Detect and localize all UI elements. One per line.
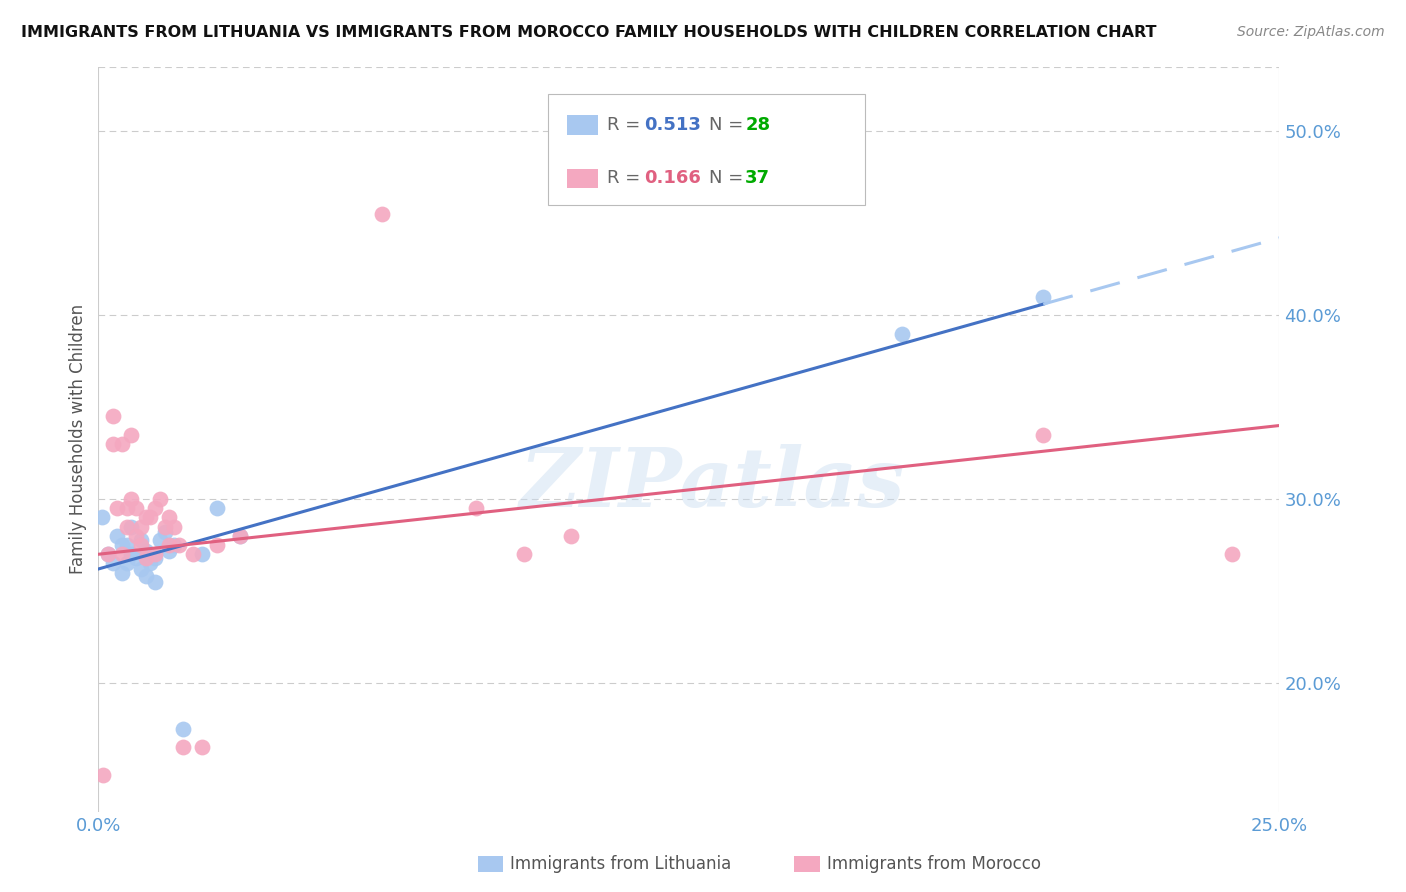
Text: 0.166: 0.166	[644, 169, 700, 187]
Text: Source: ZipAtlas.com: Source: ZipAtlas.com	[1237, 25, 1385, 39]
Text: Immigrants from Morocco: Immigrants from Morocco	[827, 855, 1040, 873]
Point	[105, 501, 128, 516]
Point	[205, 501, 228, 516]
Point	[115, 538, 138, 552]
Point	[129, 519, 152, 533]
Point	[191, 547, 214, 561]
Point	[111, 547, 134, 561]
Point	[125, 550, 148, 565]
Point	[172, 722, 194, 736]
Point	[111, 437, 134, 451]
Point	[890, 326, 912, 341]
Text: R =: R =	[607, 169, 647, 187]
Point	[153, 519, 176, 533]
Y-axis label: Family Households with Children: Family Households with Children	[69, 304, 87, 574]
Point	[101, 437, 124, 451]
Point	[135, 510, 157, 524]
Point	[115, 557, 138, 571]
Point	[371, 207, 394, 221]
Text: 37: 37	[745, 169, 770, 187]
Text: Immigrants from Lithuania: Immigrants from Lithuania	[510, 855, 731, 873]
Point	[560, 529, 582, 543]
Point	[157, 538, 180, 552]
Point	[139, 510, 162, 524]
Point	[167, 538, 190, 552]
Point	[121, 547, 143, 561]
Point	[157, 510, 180, 524]
Point	[101, 557, 124, 571]
Point	[125, 501, 148, 516]
Point	[1032, 290, 1054, 304]
Point	[115, 519, 138, 533]
Point	[1220, 547, 1243, 561]
Point	[115, 501, 138, 516]
Point	[135, 543, 157, 558]
Point	[157, 543, 180, 558]
Point	[121, 427, 143, 442]
Point	[153, 525, 176, 540]
Text: IMMIGRANTS FROM LITHUANIA VS IMMIGRANTS FROM MOROCCO FAMILY HOUSEHOLDS WITH CHIL: IMMIGRANTS FROM LITHUANIA VS IMMIGRANTS …	[21, 25, 1157, 40]
Point	[135, 569, 157, 583]
Point	[149, 492, 172, 507]
Point	[143, 550, 166, 565]
Point	[111, 566, 134, 580]
Point	[97, 547, 120, 561]
Text: ZIPatlas: ZIPatlas	[520, 444, 905, 524]
Point	[143, 574, 166, 589]
Point	[135, 550, 157, 565]
Point	[91, 510, 114, 524]
Point	[149, 533, 172, 547]
Text: N =: N =	[709, 169, 748, 187]
Point	[163, 538, 186, 552]
Point	[97, 547, 120, 561]
Point	[205, 538, 228, 552]
Point	[172, 740, 194, 755]
Point	[191, 740, 214, 755]
Point	[121, 519, 143, 533]
Point	[105, 529, 128, 543]
Point	[181, 547, 204, 561]
Point	[129, 538, 152, 552]
Text: 0.513: 0.513	[644, 116, 700, 134]
Point	[229, 529, 252, 543]
Point	[143, 501, 166, 516]
Point	[91, 768, 114, 782]
Text: 28: 28	[745, 116, 770, 134]
Point	[163, 519, 186, 533]
Point	[143, 547, 166, 561]
Point	[229, 529, 252, 543]
Point	[111, 538, 134, 552]
Point	[465, 501, 488, 516]
Text: N =: N =	[709, 116, 748, 134]
Point	[1032, 427, 1054, 442]
Point	[129, 533, 152, 547]
Point	[512, 547, 534, 561]
Text: R =: R =	[607, 116, 647, 134]
Point	[121, 492, 143, 507]
Point	[139, 557, 162, 571]
Point	[101, 409, 124, 424]
Point	[129, 562, 152, 576]
Point	[125, 529, 148, 543]
